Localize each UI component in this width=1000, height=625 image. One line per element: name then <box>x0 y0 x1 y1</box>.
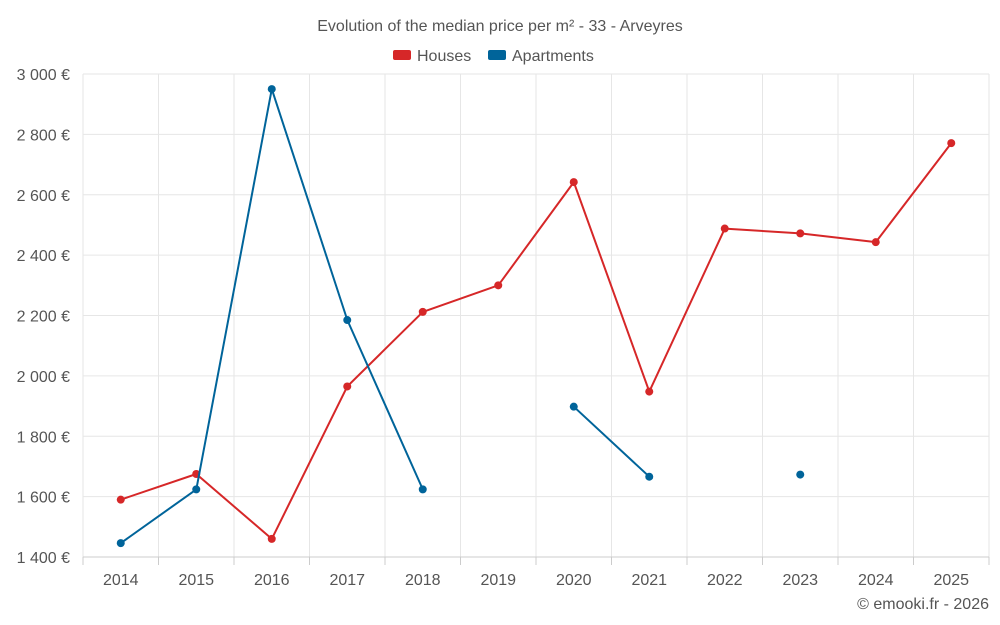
x-axis: 2014 2015 2016 2017 2018 2019 2020 2021 2022 2023… <box>82 556 990 589</box>
y-axis: 1 400 € 1 600 € 1 800 € 2 000 € 2 200 € 2 400… <box>17 67 70 567</box>
data-point-houses[interactable] <box>871 238 880 247</box>
y-tick-label: 1 600 € <box>17 490 70 507</box>
data-point-houses[interactable] <box>343 382 352 391</box>
y-tick-label: 3 000 € <box>17 67 70 84</box>
legend-item-houses[interactable]: Houses <box>393 48 471 65</box>
data-point-houses[interactable] <box>267 534 276 543</box>
legend-item-apartments[interactable]: Apartments <box>488 48 594 65</box>
grid-layer <box>82 73 990 558</box>
x-tick-label: 2020 <box>556 572 592 589</box>
y-tick-label: 1 400 € <box>17 550 70 567</box>
data-point-apartments[interactable] <box>796 470 805 479</box>
series-line-houses <box>120 142 953 540</box>
data-point-apartments[interactable] <box>267 85 276 94</box>
y-tick-label: 2 400 € <box>17 248 70 265</box>
legend-label-apartments: Apartments <box>512 48 594 65</box>
data-point-houses[interactable] <box>494 281 503 290</box>
data-point-houses[interactable] <box>796 229 805 238</box>
series-layer <box>116 85 956 548</box>
x-tick-label: 2022 <box>707 572 743 589</box>
data-point-apartments[interactable] <box>343 316 352 325</box>
data-point-apartments[interactable] <box>192 485 201 494</box>
data-point-apartments[interactable] <box>116 539 125 548</box>
credit-text: © emooki.fr - 2026 <box>857 596 989 613</box>
data-point-apartments[interactable] <box>569 402 578 411</box>
legend: Houses Apartments <box>393 48 594 65</box>
data-point-houses[interactable] <box>116 495 125 504</box>
data-point-houses[interactable] <box>569 178 578 187</box>
data-point-houses[interactable] <box>947 139 956 148</box>
data-point-houses[interactable] <box>192 469 201 478</box>
y-tick-label: 2 800 € <box>17 127 70 144</box>
data-point-apartments[interactable] <box>418 485 427 494</box>
legend-swatch-houses <box>393 50 411 60</box>
y-tick-label: 2 200 € <box>17 309 70 326</box>
data-point-houses[interactable] <box>720 224 729 233</box>
series-apartments <box>116 85 805 548</box>
series-houses <box>116 139 956 543</box>
x-tick-label: 2015 <box>178 572 214 589</box>
legend-swatch-apartments <box>488 50 506 60</box>
y-tick-label: 2 000 € <box>17 369 70 386</box>
x-tick-label: 2014 <box>103 572 139 589</box>
data-point-houses[interactable] <box>418 307 427 316</box>
data-point-apartments[interactable] <box>645 472 654 481</box>
x-tick-label: 2025 <box>933 572 969 589</box>
x-tick-label: 2021 <box>631 572 667 589</box>
x-tick-label: 2018 <box>405 572 441 589</box>
data-point-houses[interactable] <box>645 387 654 396</box>
x-tick-label: 2016 <box>254 572 290 589</box>
x-tick-label: 2024 <box>858 572 894 589</box>
x-tick-label: 2023 <box>782 572 818 589</box>
x-tick-label: 2019 <box>480 572 516 589</box>
chart-title: Evolution of the median price per m² - 3… <box>317 18 683 35</box>
legend-label-houses: Houses <box>417 48 471 65</box>
y-tick-label: 1 800 € <box>17 429 70 446</box>
x-tick-label: 2017 <box>329 572 365 589</box>
y-tick-label: 2 600 € <box>17 188 70 205</box>
